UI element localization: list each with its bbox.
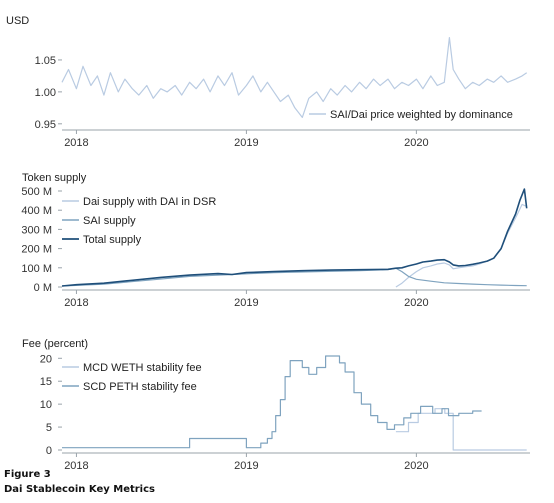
supply-x-tick-label: 2019 — [234, 297, 258, 309]
fee-y-tick-label: 0 — [46, 445, 52, 457]
fee-ylabel: Fee (percent) — [22, 338, 88, 350]
fee-y-tick-label: 20 — [40, 353, 52, 365]
supply-y-tick-label: 300 M — [21, 224, 52, 236]
panel-supply: Token supply 2018 2019 2020 500 M 400 M 300 M… — [21, 172, 530, 309]
fee-y-tick-label: 15 — [40, 376, 52, 388]
fee-y-tick-label: 5 — [46, 422, 52, 434]
price-plot: 2018 2019 2020 1.05 1.00 0.95 — [35, 38, 530, 149]
fee-x-tick-label: 2020 — [404, 460, 428, 472]
price-ylabel: USD — [6, 15, 29, 27]
price-legend: SAI/Dai price weighted by dominance — [309, 109, 513, 121]
supply-legend-label-dsr: Dai supply with DAI in DSR — [83, 196, 216, 208]
supply-y-tick-label: 100 M — [21, 263, 52, 275]
fee-x-tick-label: 2019 — [234, 460, 258, 472]
supply-x-tick-label: 2018 — [64, 297, 88, 309]
fee-x-tick-label: 2018 — [64, 460, 88, 472]
supply-legend-label-total: Total supply — [83, 234, 142, 246]
supply-legend: Dai supply with DAI in DSR SAI supply To… — [62, 196, 216, 246]
figure-title: Dai Stablecoin Key Metrics — [4, 484, 155, 495]
fee-y-tick-label: 10 — [40, 399, 52, 411]
price-x-tick-label: 2018 — [64, 137, 88, 149]
price-x-tick-label: 2020 — [404, 137, 428, 149]
figure-label: Figure 3 — [4, 469, 51, 480]
fee-series-line-1 — [396, 409, 527, 450]
fee-legend: MCD WETH stability fee SCD PETH stabilit… — [62, 362, 202, 393]
price-y-tick-label: 1.05 — [35, 55, 56, 67]
price-y-tick-label: 0.95 — [35, 119, 56, 131]
fee-legend-label-scd: SCD PETH stability fee — [83, 381, 197, 393]
panel-price: USD 2018 2019 2020 1.05 1.00 0.95 SAI/Dai pri… — [6, 15, 530, 149]
supply-series-line-1 — [396, 204, 527, 287]
supply-y-tick-label: 400 M — [21, 205, 52, 217]
supply-legend-label-sai: SAI supply — [83, 215, 136, 227]
supply-ylabel: Token supply — [22, 172, 87, 184]
supply-y-tick-label: 200 M — [21, 244, 52, 256]
price-legend-label: SAI/Dai price weighted by dominance — [330, 109, 513, 121]
price-x-tick-label: 2019 — [234, 137, 258, 149]
supply-y-tick-label: 500 M — [21, 186, 52, 198]
supply-y-tick-label: 0 M — [34, 282, 52, 294]
supply-x-tick-label: 2020 — [404, 297, 428, 309]
price-y-tick-label: 1.00 — [35, 87, 56, 99]
price-series-line-1 — [62, 38, 527, 118]
fee-legend-label-mcd: MCD WETH stability fee — [83, 362, 202, 374]
